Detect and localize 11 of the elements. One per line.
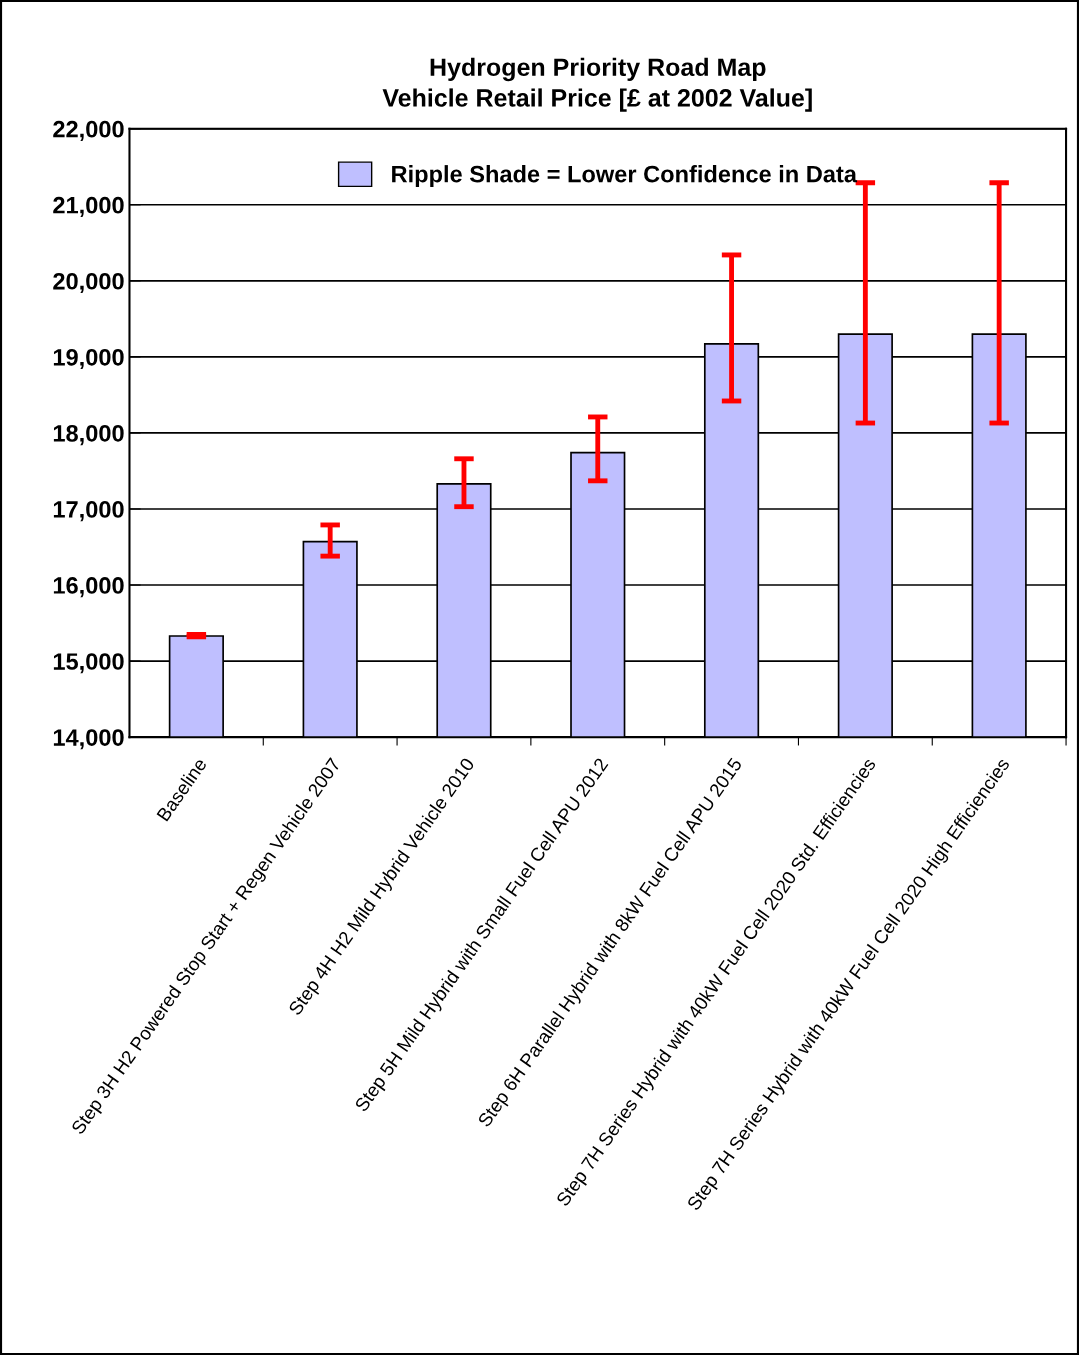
y-tick-label: 18,000 — [53, 424, 124, 446]
y-tick-label: 14,000 — [53, 729, 124, 750]
y-tick-label: 15,000 — [53, 653, 124, 674]
y-tick-label: 20,000 — [53, 272, 124, 294]
y-tick-label: 19,000 — [53, 348, 124, 370]
chart-title: Hydrogen Priority Road Map Vehicle Retail Price [£ at 2002 Value] — [382, 57, 812, 112]
y-tick-label: 17,000 — [53, 501, 124, 522]
y-tick-label: 21,000 — [53, 196, 124, 217]
legend-label: Ripple Shade = Lower Confidence in Data — [392, 165, 858, 188]
y-tick-label: 16,000 — [53, 577, 124, 598]
y-tick-label: 22,000 — [53, 120, 124, 141]
